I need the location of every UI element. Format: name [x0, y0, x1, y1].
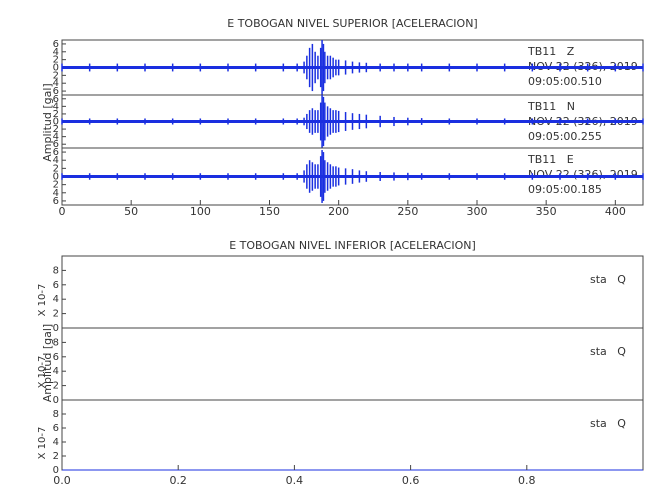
- x-tick-label: 0.0: [53, 474, 71, 487]
- y-tick-label: 4: [53, 155, 59, 166]
- y-tick-label: 4: [53, 78, 59, 89]
- x-tick-label: 0.6: [402, 474, 420, 487]
- y-tick-label: 2: [53, 180, 59, 191]
- x-tick-label: 0.8: [518, 474, 536, 487]
- y-tick-label: 2: [53, 451, 59, 462]
- trace-name: sta Q: [590, 345, 626, 358]
- panel-frame: [61, 327, 644, 401]
- x-tick-label: 350: [536, 205, 557, 218]
- trace-name: TB11 E: [527, 153, 574, 166]
- y-tick-label: 6: [53, 423, 59, 434]
- y-tick-label: 2: [53, 70, 59, 81]
- y-tick-label: 0: [53, 172, 59, 183]
- trace-name: sta Q: [590, 417, 626, 430]
- trace-name: TB11 Z: [527, 45, 575, 58]
- x-tick-label: 400: [605, 205, 626, 218]
- trace-time: 09:05:00.255: [528, 130, 602, 143]
- y-tick-label: 0: [53, 465, 59, 476]
- x-tick-label: 50: [124, 205, 138, 218]
- chart-title: E TOBOGAN NIVEL SUPERIOR [ACELERACION]: [227, 17, 477, 30]
- y-tick-label: 0: [53, 323, 59, 334]
- y-tick-label: 8: [53, 337, 59, 348]
- y-tick-label: 4: [53, 437, 59, 448]
- trace-time: 09:05:00.510: [528, 75, 602, 88]
- y-tick-label: 4: [53, 101, 59, 112]
- trace-date: NOV 22 (326), 2019: [528, 168, 638, 181]
- y-tick-label: 6: [53, 94, 59, 105]
- y-tick-label: 2: [53, 309, 59, 320]
- panel-unit-label: X 10-7: [37, 427, 48, 460]
- x-tick-label: 0.2: [169, 474, 187, 487]
- x-tick-label: 0.4: [286, 474, 304, 487]
- y-tick-label: 2: [53, 124, 59, 135]
- panel-frame: [61, 255, 644, 329]
- chart-title: E TOBOGAN NIVEL INFERIOR [ACELERACION]: [229, 239, 476, 252]
- y-tick-label: 6: [53, 196, 59, 207]
- y-tick-label: 6: [53, 39, 59, 50]
- y-tick-label: 6: [53, 147, 59, 158]
- x-tick-label: 250: [397, 205, 418, 218]
- x-tick-label: 200: [328, 205, 349, 218]
- y-tick-label: 6: [53, 86, 59, 97]
- y-tick-label: 6: [53, 280, 59, 291]
- y-tick-label: 0: [53, 117, 59, 128]
- y-tick-label: 6: [53, 352, 59, 363]
- y-tick-label: 8: [53, 409, 59, 420]
- trace-name: sta Q: [590, 273, 626, 286]
- panel-unit-label: X 10-7: [37, 356, 48, 389]
- trace-name: TB11 N: [527, 100, 575, 113]
- y-tick-label: 4: [53, 366, 59, 377]
- y-tick-label: 4: [53, 188, 59, 199]
- y-tick-label: 4: [53, 132, 59, 143]
- panel-unit-label: X 10-7: [37, 284, 48, 317]
- y-tick-label: 2: [53, 163, 59, 174]
- x-tick-label: 300: [467, 205, 488, 218]
- y-tick-label: 2: [53, 55, 59, 66]
- y-tick-label: 2: [53, 109, 59, 120]
- y-axis-label: Amplitud [gal]: [41, 324, 54, 402]
- y-tick-label: 2: [53, 381, 59, 392]
- y-tick-label: 8: [53, 265, 59, 276]
- y-tick-label: 4: [53, 47, 59, 58]
- y-tick-label: 4: [53, 294, 59, 305]
- x-tick-label: 150: [259, 205, 280, 218]
- trace-time: 09:05:00.185: [528, 183, 602, 196]
- y-tick-label: 0: [53, 63, 59, 74]
- y-tick-label: 0: [53, 395, 59, 406]
- x-tick-label: 100: [190, 205, 211, 218]
- y-tick-label: 6: [53, 139, 59, 150]
- x-tick-label: 0: [59, 205, 66, 218]
- panel-frame: [61, 399, 644, 471]
- y-axis-label: Amplitud [gal]: [41, 83, 54, 161]
